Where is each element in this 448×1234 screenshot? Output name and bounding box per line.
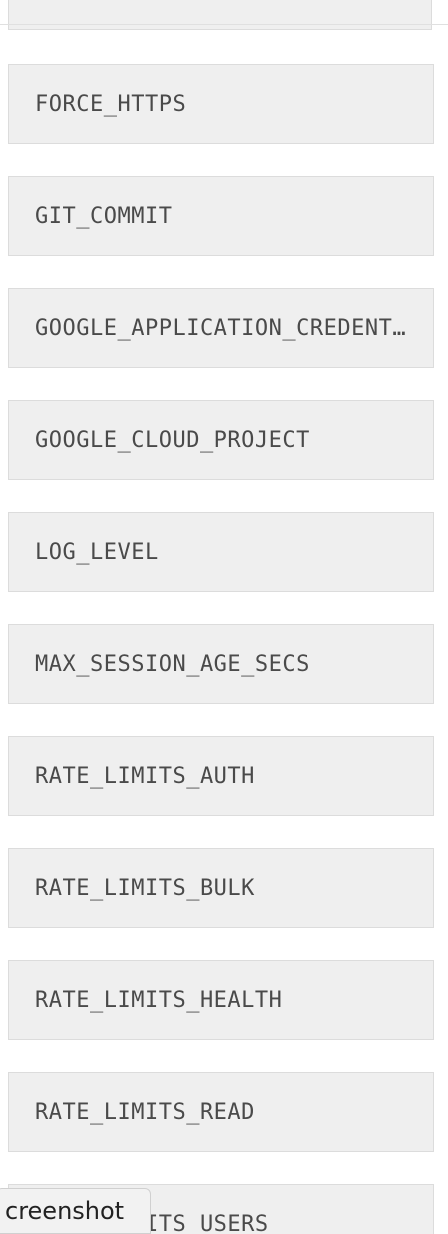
env-var-item-max-session-age-secs[interactable]: MAX_SESSION_AGE_SECS: [8, 624, 434, 704]
screenshot-tooltip: creenshot: [0, 1188, 152, 1234]
env-var-label: RATE_LIMITS_HEALTH: [35, 987, 283, 1013]
env-var-label: RATE_LIMITS_BULK: [35, 875, 255, 901]
env-var-item-rate-limits-read[interactable]: RATE_LIMITS_READ: [8, 1072, 434, 1152]
env-var-label: GOOGLE_CLOUD_PROJECT: [35, 427, 310, 453]
env-var-item-partial[interactable]: [8, 0, 432, 30]
env-var-label: RATE_LIMITS_READ: [35, 1099, 255, 1125]
tooltip-text: creenshot: [5, 1197, 125, 1225]
env-var-label: GOOGLE_APPLICATION_CREDENTIALS: [35, 315, 407, 341]
env-var-item-rate-limits-health[interactable]: RATE_LIMITS_HEALTH: [8, 960, 434, 1040]
env-var-label: MAX_SESSION_AGE_SECS: [35, 651, 310, 677]
env-var-label: GIT_COMMIT: [35, 203, 173, 229]
env-var-item-google-cloud-project[interactable]: GOOGLE_CLOUD_PROJECT: [8, 400, 434, 480]
env-var-label: RATE_LIMITS_AUTH: [35, 763, 255, 789]
divider: [0, 24, 448, 25]
env-var-item-force-https[interactable]: FORCE_HTTPS: [8, 64, 434, 144]
env-var-item-rate-limits-bulk[interactable]: RATE_LIMITS_BULK: [8, 848, 434, 928]
env-var-item-google-application-credentials[interactable]: GOOGLE_APPLICATION_CREDENTIALS: [8, 288, 434, 368]
env-var-item-git-commit[interactable]: GIT_COMMIT: [8, 176, 434, 256]
env-var-item-rate-limits-auth[interactable]: RATE_LIMITS_AUTH: [8, 736, 434, 816]
env-var-label: FORCE_HTTPS: [35, 91, 187, 117]
env-var-label: LOG_LEVEL: [35, 539, 159, 565]
env-var-list: FORCE_HTTPS GIT_COMMIT GOOGLE_APPLICATIO…: [8, 64, 434, 1234]
env-var-item-log-level[interactable]: LOG_LEVEL: [8, 512, 434, 592]
